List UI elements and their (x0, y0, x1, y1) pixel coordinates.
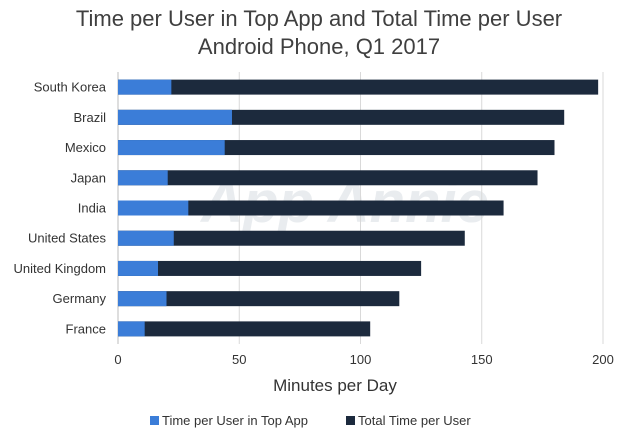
category-label-france: France (66, 321, 106, 336)
bar-total-germany (118, 291, 400, 307)
x-tick-label-150: 150 (471, 352, 493, 367)
category-label-united-kingdom: United Kingdom (14, 261, 107, 276)
bar-top-app-united-states (118, 230, 174, 246)
category-label-germany: Germany (53, 291, 107, 306)
category-label-united-states: United States (28, 231, 107, 246)
legend-label-total: Total Time per User (358, 413, 471, 428)
bar-top-app-south-korea (118, 79, 172, 95)
legend-swatch-total (346, 416, 355, 425)
bar-total-france (118, 321, 371, 337)
bar-top-app-germany (118, 291, 167, 307)
legend: Time per User in Top App Total Time per U… (150, 413, 471, 428)
bar-top-app-brazil (118, 109, 232, 125)
x-tick-label-100: 100 (350, 352, 372, 367)
bar-total-united-states (118, 230, 465, 246)
bar-total-united-kingdom (118, 260, 422, 276)
legend-swatch-top-app (150, 416, 159, 425)
bar-total-mexico (118, 140, 555, 156)
x-tick-label-200: 200 (592, 352, 614, 367)
category-label-brazil: Brazil (73, 110, 106, 125)
legend-label-top-app: Time per User in Top App (162, 413, 308, 428)
category-label-india: India (78, 201, 107, 216)
bar-top-app-france (118, 321, 145, 337)
chart-title-line-2: Android Phone, Q1 2017 (198, 34, 440, 59)
bar-total-japan (118, 170, 538, 186)
category-label-mexico: Mexico (65, 140, 106, 155)
category-label-japan: Japan (71, 170, 106, 185)
x-axis-title: Minutes per Day (273, 376, 397, 395)
chart-title-line-1: Time per User in Top App and Total Time … (76, 6, 562, 31)
category-label-south-korea: South Korea (34, 80, 107, 95)
bar-top-app-united-kingdom (118, 260, 159, 276)
x-tick-label-0: 0 (114, 352, 121, 367)
bar-top-app-japan (118, 170, 168, 186)
bar-total-india (118, 200, 504, 216)
x-tick-label-50: 50 (232, 352, 246, 367)
bar-total-south-korea (118, 79, 599, 95)
bar-top-app-india (118, 200, 189, 216)
bar-top-app-mexico (118, 140, 225, 156)
